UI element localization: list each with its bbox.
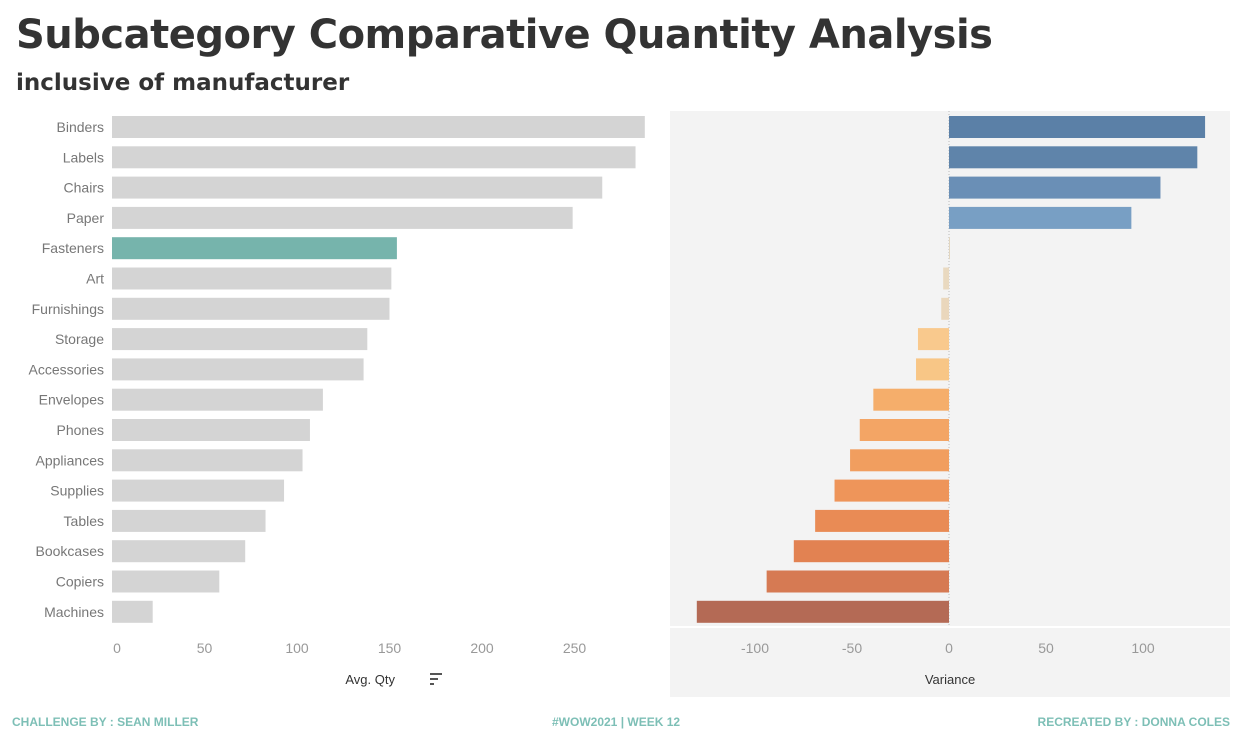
- footer-challenge: CHALLENGE BY : SEAN MILLER: [12, 715, 199, 729]
- avg-qty-bar: [112, 116, 645, 138]
- avg-qty-bar: [112, 176, 603, 199]
- avg-qty-bar: [112, 358, 364, 381]
- variance-bar: [793, 540, 949, 563]
- category-label: Appliances: [36, 452, 105, 468]
- avg-qty-bar: [112, 479, 285, 502]
- avg-qty-bar: [112, 600, 153, 623]
- footer-recreated: RECREATED BY : DONNA COLES: [1037, 715, 1230, 729]
- variance-bar: [949, 146, 1198, 169]
- x-tick-label: -100: [741, 640, 769, 656]
- page-subtitle: inclusive of manufacturer: [16, 70, 350, 96]
- category-label: Binders: [57, 119, 104, 135]
- avg-qty-bar: [112, 388, 323, 411]
- variance-bar: [815, 509, 949, 532]
- category-label: Furnishings: [32, 301, 104, 317]
- x-tick-label: 250: [563, 640, 587, 656]
- variance-bar: [696, 600, 949, 623]
- variance-bar: [917, 328, 949, 351]
- avg-qty-bar: [112, 509, 266, 532]
- category-label: Fasteners: [42, 240, 104, 256]
- variance-bar: [850, 449, 949, 472]
- category-label: Bookcases: [36, 543, 104, 559]
- avg-qty-bar: [112, 540, 246, 563]
- x-tick-label: 150: [378, 640, 402, 656]
- category-label: Storage: [55, 331, 104, 347]
- category-label: Phones: [57, 422, 104, 438]
- avg-qty-bar: [112, 449, 303, 472]
- variance-bar: [859, 419, 949, 441]
- x-axis-title: Avg. Qty: [345, 672, 395, 687]
- avg-qty-bar: [112, 419, 310, 441]
- category-label: Accessories: [29, 361, 104, 377]
- avg-qty-bar: [112, 297, 390, 320]
- variance-bar: [766, 570, 949, 593]
- category-label: Tables: [64, 513, 104, 529]
- footer-week: #WOW2021 | WEEK 12: [552, 715, 681, 729]
- category-label: Supplies: [50, 483, 104, 499]
- category-label: Machines: [44, 604, 104, 620]
- variance-bar: [949, 237, 950, 260]
- avg-qty-bar: [112, 237, 397, 260]
- avg-qty-bar: [112, 570, 220, 593]
- variance-bar: [949, 116, 1206, 138]
- avg-qty-bar: [112, 146, 636, 169]
- category-label: Chairs: [64, 180, 104, 196]
- x-tick-label: 100: [1131, 640, 1155, 656]
- page-title: Subcategory Comparative Quantity Analysi…: [16, 12, 993, 58]
- x-tick-label: 50: [1038, 640, 1054, 656]
- variance-bar: [873, 388, 949, 411]
- x-tick-label: 50: [197, 640, 213, 656]
- x-tick-label: 200: [470, 640, 494, 656]
- sort-icon: [430, 678, 438, 680]
- category-label: Copiers: [56, 574, 104, 590]
- x-tick-label: -50: [842, 640, 862, 656]
- avg-qty-bar: [112, 328, 368, 351]
- avg-qty-bar: [112, 206, 573, 229]
- variance-bar: [949, 176, 1161, 199]
- x-tick-label: 0: [945, 640, 953, 656]
- variance-bar: [949, 206, 1132, 229]
- sort-icon: [430, 673, 442, 675]
- x-tick-label: 100: [285, 640, 309, 656]
- category-label: Envelopes: [39, 392, 104, 408]
- x-axis-title: Variance: [925, 672, 975, 687]
- category-label: Art: [86, 271, 104, 287]
- category-label: Labels: [63, 149, 104, 165]
- sort-icon: [430, 683, 434, 685]
- avg-qty-bar: [112, 267, 392, 290]
- x-tick-label: 0: [113, 640, 121, 656]
- variance-bar: [943, 267, 949, 290]
- variance-bar: [941, 297, 949, 320]
- variance-bar: [916, 358, 949, 381]
- category-label: Paper: [67, 210, 105, 226]
- variance-bar: [834, 479, 949, 502]
